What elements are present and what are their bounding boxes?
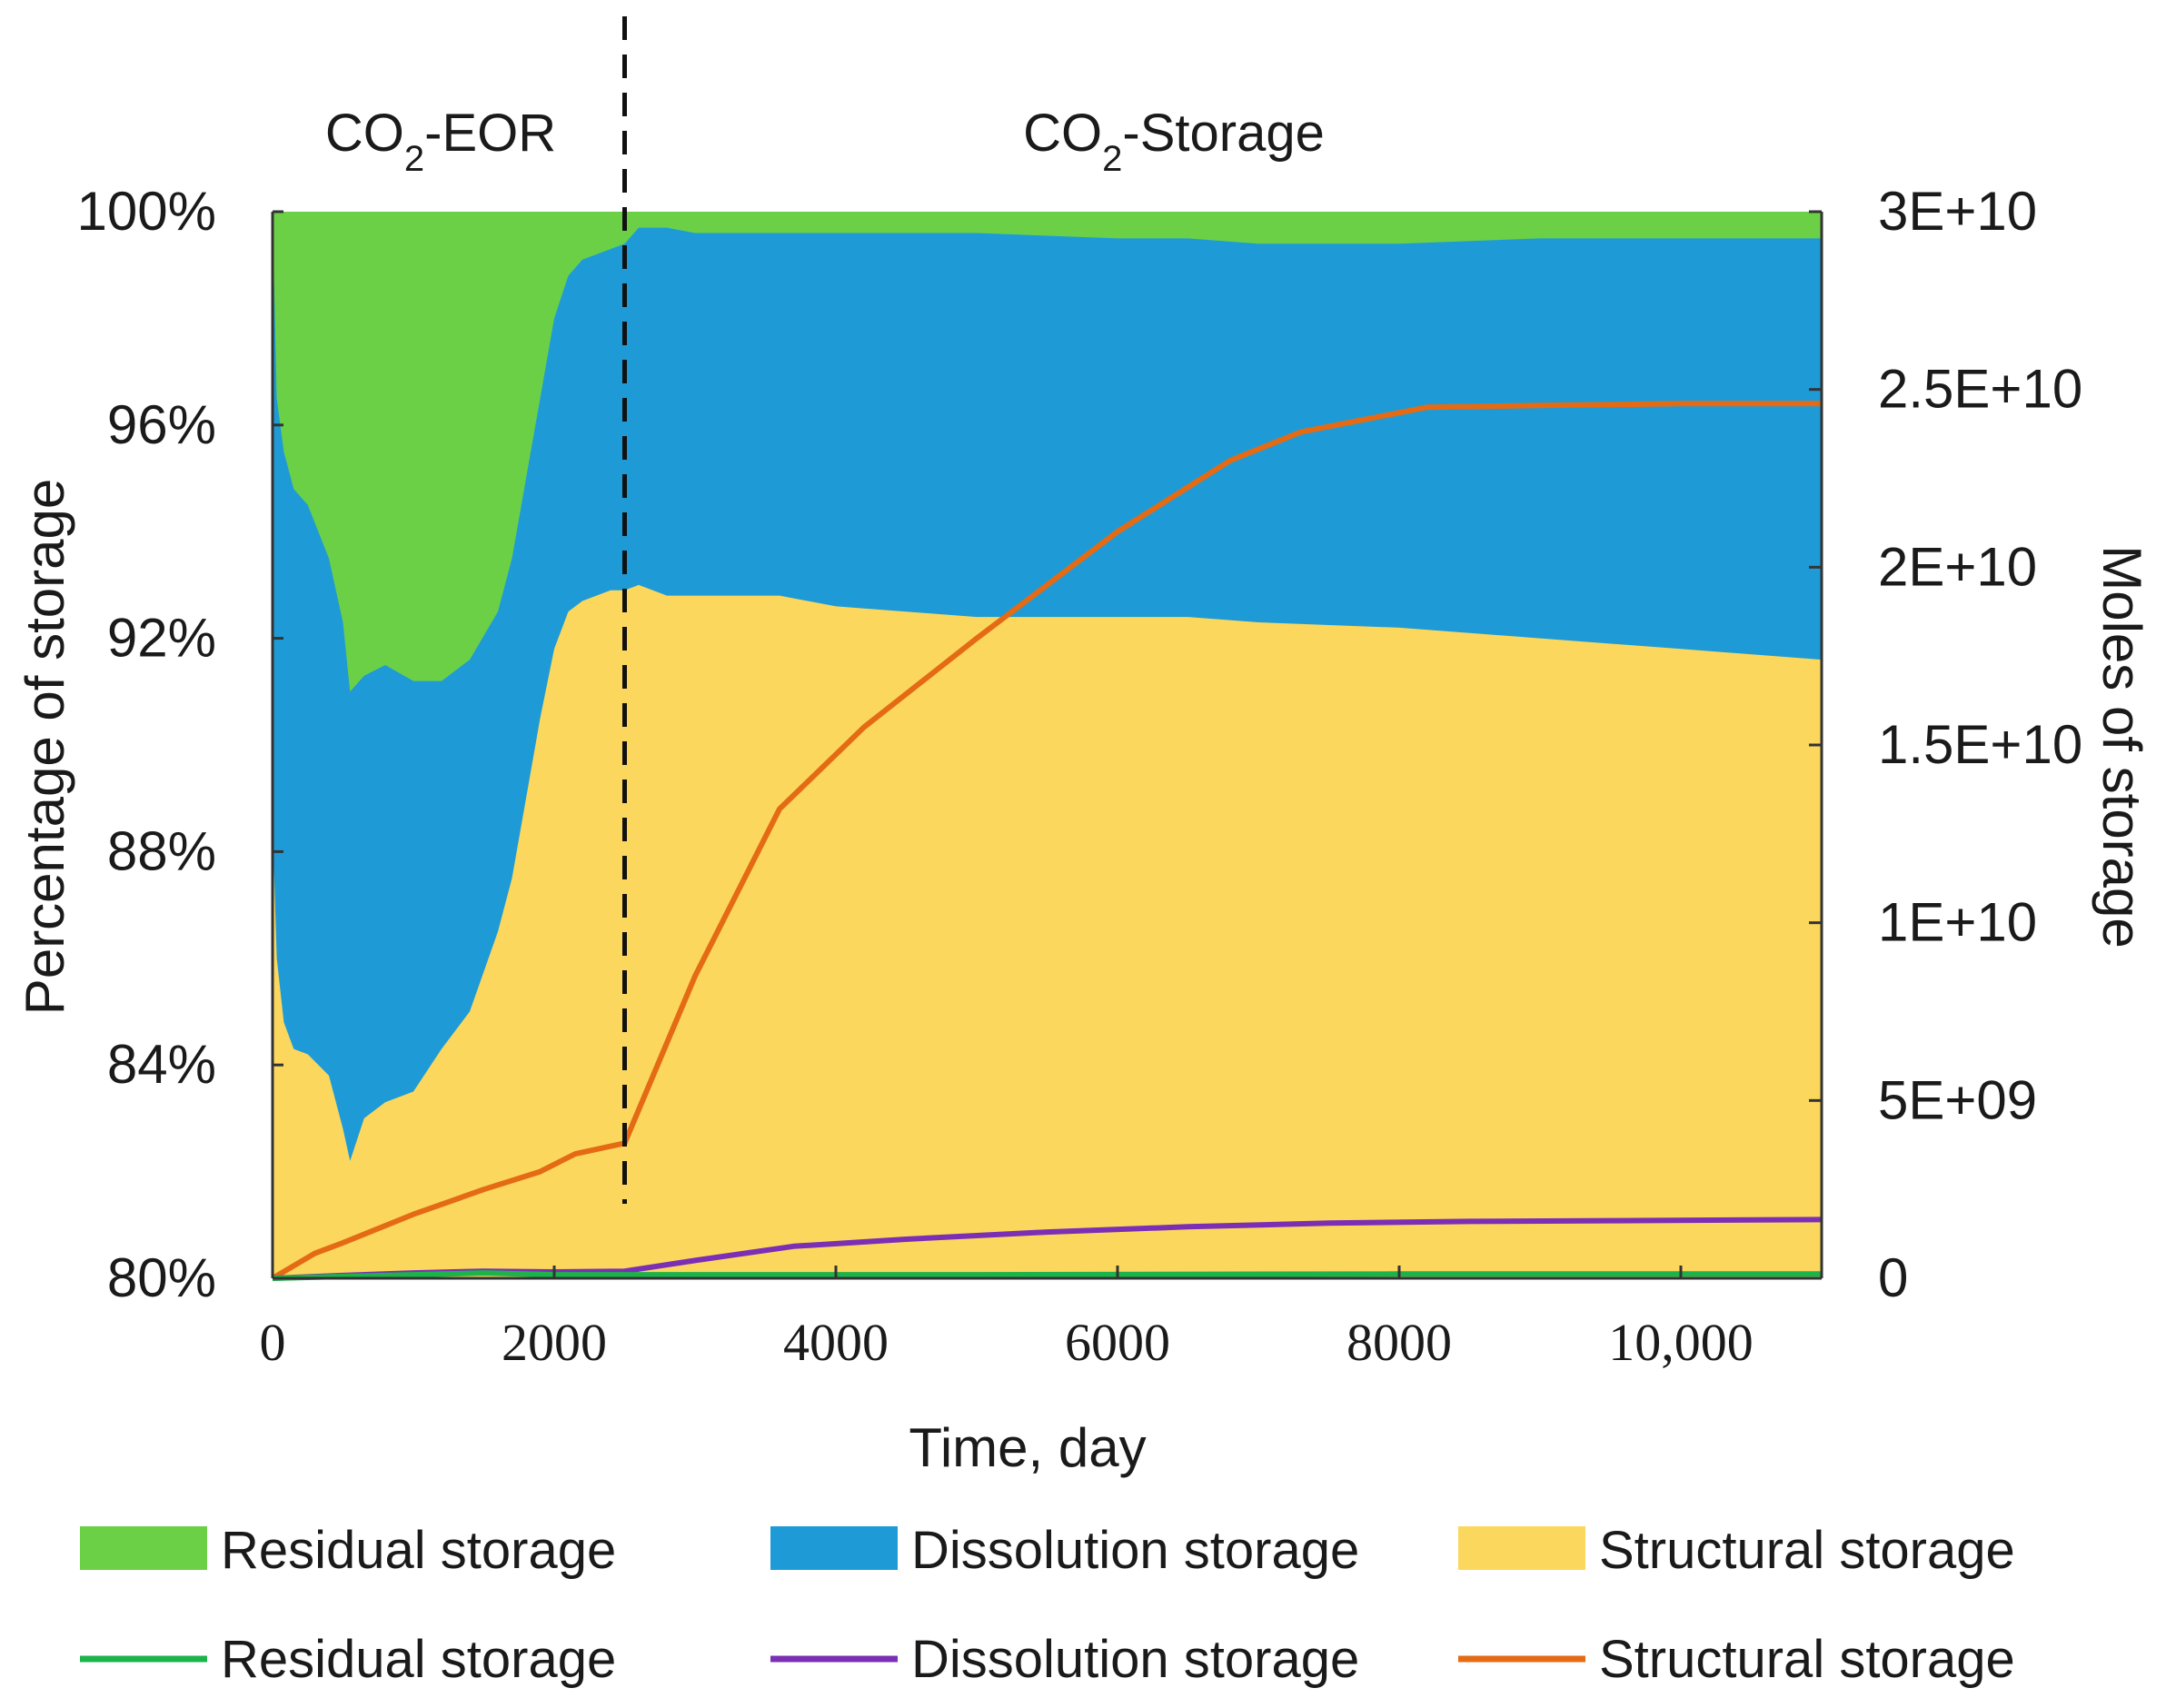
y-tick-label: 80% — [107, 1247, 216, 1308]
phase-storage-sub: 2 — [1102, 139, 1122, 179]
y-tick-label: 92% — [107, 608, 216, 669]
y-tick-label: 100% — [77, 181, 216, 242]
legend-label-area-dissolution-storage: Dissolution storage — [911, 1521, 1359, 1580]
y-tick-label: 96% — [107, 394, 216, 455]
area-structural-storage — [273, 584, 1822, 1278]
legend: Residual storage Dissolution storage Struc… — [80, 1521, 2015, 1689]
y2-tick-label: 2.5E+10 — [1878, 359, 2082, 420]
y-axis-title: Percentage of storage — [15, 479, 75, 1015]
x-tick-label: 0 — [260, 1313, 286, 1372]
stacked-areas — [273, 212, 1822, 1278]
phase-eor-suffix: -EOR — [424, 104, 556, 163]
legend-label-area-residual-storage: Residual storage — [221, 1521, 616, 1580]
legend-swatch-area-structural-storage — [1458, 1526, 1585, 1570]
legend-label-line-dissolution-storage: Dissolution storage — [911, 1630, 1359, 1689]
phase-storage-suffix: -Storage — [1122, 104, 1324, 163]
x-tick-label: 6000 — [1065, 1313, 1170, 1372]
phase-label-storage: CO2-Storage — [1023, 104, 1325, 179]
legend-swatch-area-residual-storage — [80, 1526, 207, 1570]
x-axis-title: Time, day — [909, 1417, 1146, 1478]
legend-label-line-structural-storage: Structural storage — [1599, 1630, 2015, 1689]
y-tick-label: 84% — [107, 1034, 216, 1095]
phase-eor-prefix: CO — [325, 104, 404, 163]
y2-tick-label: 3E+10 — [1878, 181, 2037, 242]
y-tick-label: 88% — [107, 820, 216, 881]
phase-storage-prefix: CO — [1023, 104, 1102, 163]
y2-axis-title: Moles of storage — [2091, 545, 2152, 948]
x-tick-label: 2000 — [502, 1313, 607, 1372]
y2-tick-label: 1.5E+10 — [1878, 714, 2082, 775]
phase-label-eor: CO2-EOR — [325, 104, 556, 179]
y2-tick-label: 2E+10 — [1878, 536, 2037, 597]
line-structural-storage — [271, 401, 1822, 1281]
y2-tick-label: 5E+09 — [1878, 1069, 2037, 1130]
legend-label-area-structural-storage: Structural storage — [1599, 1521, 2015, 1580]
x-tick-label: 10,000 — [1608, 1313, 1754, 1372]
y2-tick-label: 1E+10 — [1878, 892, 2037, 953]
axes: 0 2000 4000 6000 8000 10,000 80% 84% 88% 92% 96% 10… — [77, 16, 2082, 1372]
x-tick-label: 8000 — [1346, 1313, 1452, 1372]
y2-tick-label: 0 — [1878, 1247, 1908, 1308]
x-tick-label: 4000 — [783, 1313, 889, 1372]
phase-eor-sub: 2 — [404, 139, 424, 179]
line-residual-storage — [272, 1270, 1822, 1281]
mole-lines — [271, 401, 1823, 1281]
legend-label-line-residual-storage: Residual storage — [221, 1630, 616, 1689]
legend-swatch-area-dissolution-storage — [770, 1526, 898, 1570]
